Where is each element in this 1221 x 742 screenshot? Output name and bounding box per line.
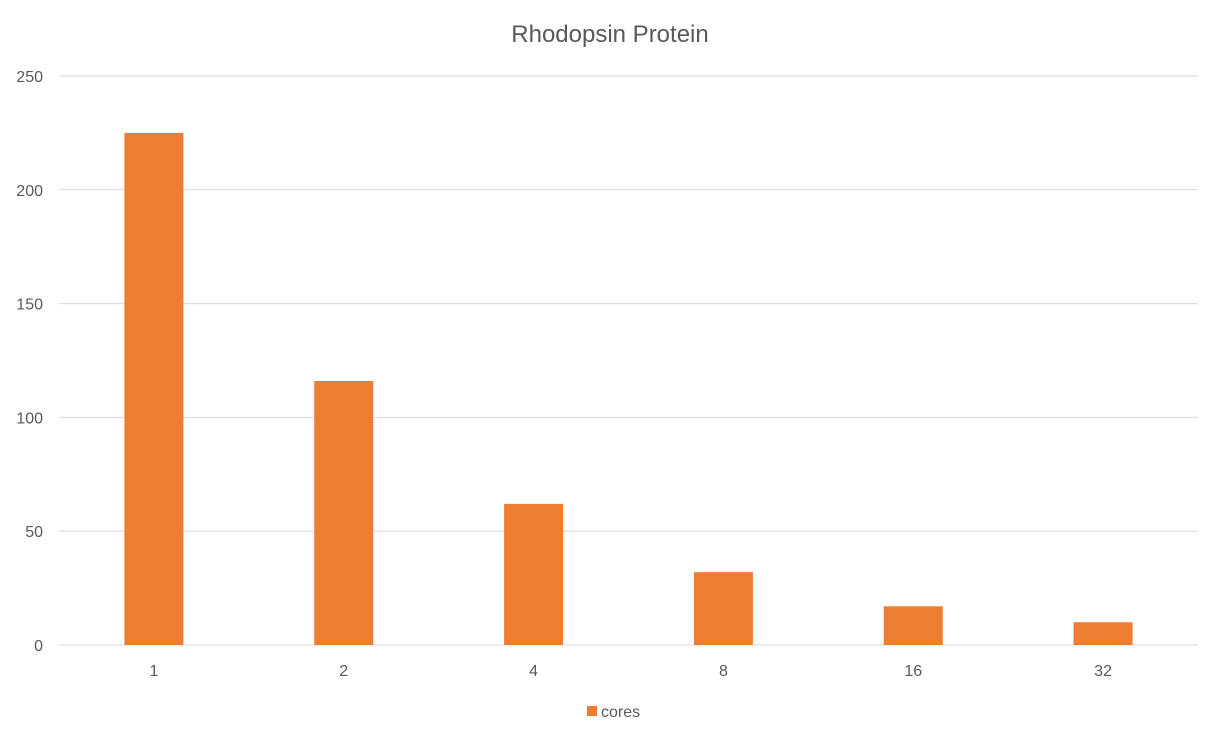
- bars: [124, 132, 1133, 645]
- gridlines: [59, 75, 1198, 646]
- y-tick-label: 200: [16, 183, 43, 200]
- legend-label: cores: [601, 704, 640, 721]
- y-tick-label: 250: [16, 69, 43, 86]
- y-tick-label: 0: [34, 638, 43, 655]
- x-tick-label: 4: [529, 663, 538, 680]
- legend: cores: [587, 704, 640, 721]
- y-tick-label: 50: [25, 524, 43, 541]
- legend-swatch: [587, 706, 597, 716]
- bar-16: [883, 606, 943, 645]
- y-axis: 0 50 100 150 200 250: [16, 69, 43, 655]
- bar-4: [504, 503, 564, 645]
- x-axis: 1 2 4 8 16 32: [149, 663, 1112, 680]
- bar-2: [314, 380, 374, 645]
- chart-title: Rhodopsin Protein: [511, 21, 708, 48]
- bar-1: [124, 132, 184, 645]
- x-tick-label: 16: [904, 663, 922, 680]
- x-tick-label: 2: [339, 663, 348, 680]
- x-tick-label: 32: [1094, 663, 1112, 680]
- y-tick-label: 100: [16, 410, 43, 427]
- bar-8: [693, 572, 753, 645]
- x-tick-label: 8: [719, 663, 728, 680]
- y-tick-label: 150: [16, 297, 43, 314]
- bar-32: [1073, 622, 1133, 645]
- x-tick-label: 1: [149, 663, 158, 680]
